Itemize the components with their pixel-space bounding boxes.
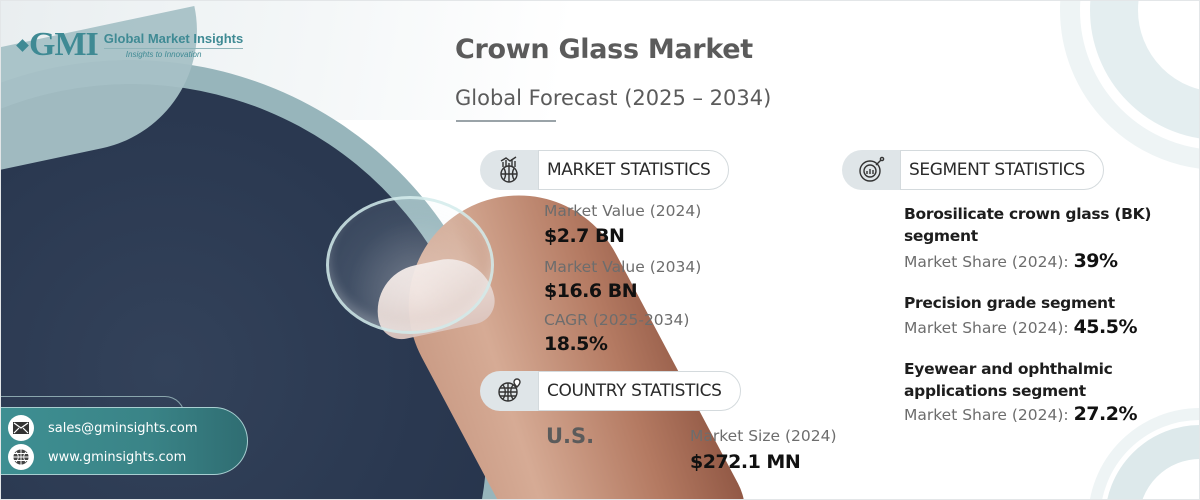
market-value-2024-label: Market Value (2024) [544, 202, 702, 220]
contact-email-row[interactable]: sales@gminsights.com [8, 415, 198, 441]
market-statistics-header: MARKET STATISTICS [480, 150, 730, 190]
segment-3-title: Eyewear and ophthalmic applications segm… [904, 358, 1113, 402]
globe-pin-icon [480, 371, 538, 411]
market-value-2024: $2.7 BN [544, 225, 625, 247]
brand-tagline: Insights to Innovation [125, 50, 202, 59]
target-chart-icon [842, 150, 900, 190]
segment-1-share-value: 39% [1073, 250, 1118, 272]
segment-1-title-line1: Borosilicate crown glass (BK) [904, 205, 1152, 223]
contact-lens-illustration [326, 196, 494, 334]
country-statistics-header: COUNTRY STATISTICS [480, 371, 741, 411]
contact-website-row[interactable]: www.gminsights.com [8, 444, 186, 470]
segment-3-title-line2: applications segment [904, 382, 1086, 400]
logo-mark-text: GMI [29, 26, 99, 63]
title-divider [456, 120, 556, 122]
cagr-label: CAGR (2025-2034) [544, 311, 690, 329]
segment-1-share-label: Market Share (2024): [904, 253, 1069, 271]
segment-3-share: Market Share (2024): 27.2% [904, 403, 1138, 425]
segment-1-title: Borosilicate crown glass (BK) segment [904, 203, 1151, 247]
segment-statistics-heading: SEGMENT STATISTICS [900, 150, 1104, 190]
page-subtitle: Global Forecast (2025 – 2034) [455, 86, 772, 110]
globe-icon [8, 444, 34, 470]
gmi-logo: GMI Global Market Insights Insights to I… [16, 26, 244, 64]
segment-2-share-label: Market Share (2024): [904, 319, 1069, 337]
contact-bar: sales@gminsights.com www.gminsights.com [0, 407, 248, 475]
brand-name: Global Market Insights [103, 31, 244, 49]
globe-chart-icon [480, 150, 538, 190]
segment-3-share-value: 27.2% [1073, 403, 1138, 425]
market-statistics-heading: MARKET STATISTICS [538, 150, 730, 190]
envelope-icon [8, 415, 34, 441]
cagr-value: 18.5% [544, 333, 608, 355]
contact-website[interactable]: www.gminsights.com [48, 449, 187, 465]
page-title: Crown Glass Market [455, 34, 753, 65]
logo-mark: GMI [16, 26, 99, 64]
market-value-2034-label: Market Value (2034) [544, 258, 702, 276]
segment-1-share: Market Share (2024): 39% [904, 250, 1118, 272]
segment-2-share: Market Share (2024): 45.5% [904, 316, 1138, 338]
country-name: U.S. [546, 424, 595, 448]
country-statistics-heading: COUNTRY STATISTICS [538, 371, 741, 411]
segment-2-title: Precision grade segment [904, 292, 1115, 314]
segment-2-share-value: 45.5% [1073, 316, 1138, 338]
segment-3-title-line1: Eyewear and ophthalmic [904, 360, 1113, 378]
contact-email[interactable]: sales@gminsights.com [48, 420, 198, 436]
country-market-size-label: Market Size (2024) [690, 427, 837, 445]
logo-text: Global Market Insights Insights to Innov… [103, 31, 244, 59]
segment-1-title-line2: segment [904, 227, 978, 245]
segment-2-title-line1: Precision grade segment [904, 294, 1115, 312]
logo-diamond-icon [16, 38, 29, 52]
segment-statistics-header: SEGMENT STATISTICS [842, 150, 1104, 190]
country-market-size-value: $272.1 MN [690, 451, 801, 473]
segment-3-share-label: Market Share (2024): [904, 406, 1069, 424]
market-value-2034: $16.6 BN [544, 280, 638, 302]
